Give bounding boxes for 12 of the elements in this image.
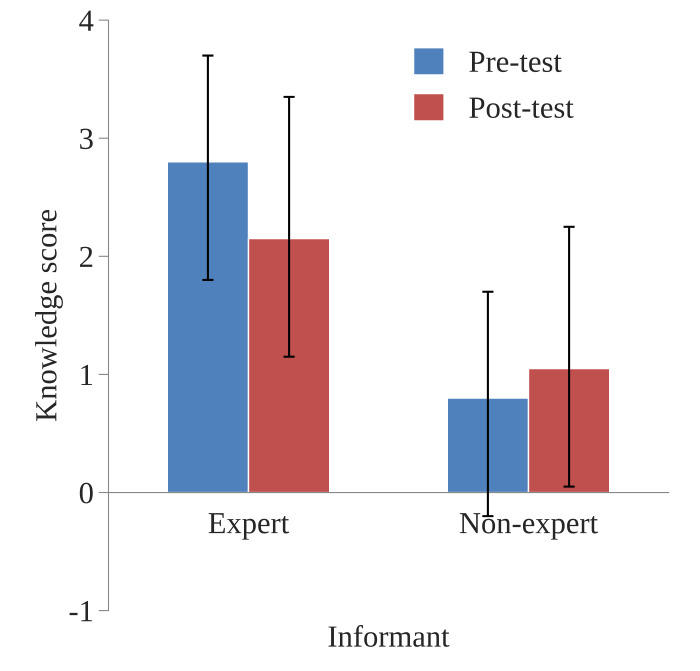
x-axis-title: Informant [328,625,450,647]
legend-label: Pre-test [469,52,562,72]
y-tick-label: -1 [70,601,92,622]
y-tick-label: 2 [80,246,92,267]
legend-label: Post-test [469,98,574,118]
y-axis-title: Knowledge score [35,210,63,421]
y-tick-label: 1 [81,364,92,386]
y-tick-label: 4 [79,10,94,31]
y-tick-label: 3 [80,128,93,150]
x-tick-label: Non-expert [460,513,598,540]
y-tick-label: 0 [80,482,93,504]
x-tick-label: Expert [208,513,290,540]
